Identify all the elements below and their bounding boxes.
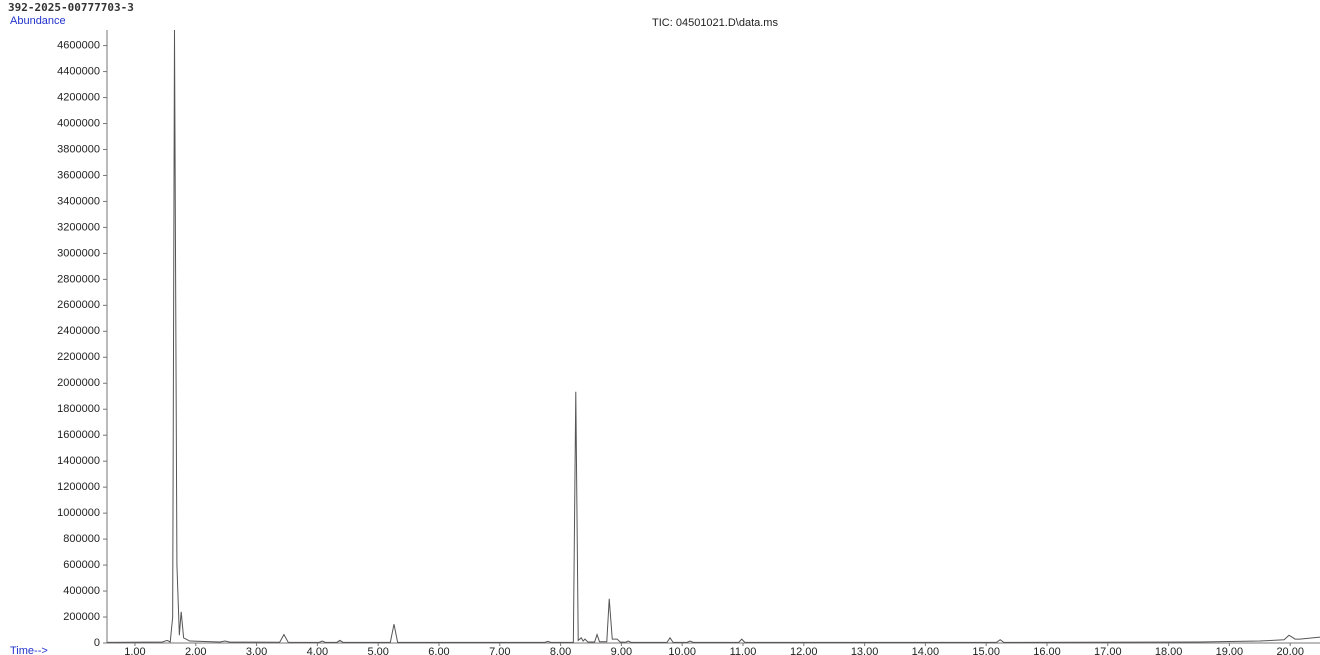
x-tick-label: 12.00	[790, 646, 818, 655]
y-tick-label: 2800000	[57, 273, 100, 285]
x-tick-label: 4.00	[307, 646, 328, 655]
y-tick-label: 4400000	[57, 65, 100, 77]
x-tick-label: 5.00	[367, 646, 388, 655]
y-tick-label: 2600000	[57, 299, 100, 311]
x-tick-label: 19.00	[1216, 646, 1244, 655]
y-tick-label: 3600000	[57, 169, 100, 181]
y-tick-label: 800000	[63, 533, 100, 545]
x-axis-label: Time-->	[10, 645, 48, 655]
y-tick-label: 2400000	[57, 325, 100, 337]
x-tick-label: 6.00	[428, 646, 449, 655]
x-tick-label: 16.00	[1033, 646, 1061, 655]
y-tick-label: 4000000	[57, 117, 100, 129]
x-tick-label: 18.00	[1155, 646, 1183, 655]
y-tick-label: 0	[94, 637, 100, 649]
y-tick-label: 3400000	[57, 195, 100, 207]
y-tick-label: 4200000	[57, 91, 100, 103]
x-tick-label: 13.00	[851, 646, 879, 655]
x-tick-label: 1.00	[124, 646, 145, 655]
y-tick-label: 1400000	[57, 455, 100, 467]
x-tick-label: 8.00	[550, 646, 571, 655]
y-tick-label: 1800000	[57, 403, 100, 415]
x-tick-label: 14.00	[912, 646, 940, 655]
y-tick-label: 200000	[63, 611, 100, 623]
trace	[106, 29, 1320, 643]
x-tick-label: 9.00	[611, 646, 632, 655]
y-tick-label: 2000000	[57, 377, 100, 389]
y-axis-label: Abundance	[10, 15, 66, 27]
x-tick-label: 17.00	[1094, 646, 1122, 655]
y-tick-label: 1200000	[57, 481, 100, 493]
y-tick-label: 3200000	[57, 221, 100, 233]
y-tick-label: 600000	[63, 559, 100, 571]
sample-id: 392-2025-00777703-3	[8, 1, 134, 14]
y-tick-label: 2200000	[57, 351, 100, 363]
x-tick-label: 7.00	[489, 646, 510, 655]
x-tick-label: 11.00	[730, 646, 757, 655]
y-tick-label: 1600000	[57, 429, 100, 441]
y-tick-label: 3800000	[57, 143, 100, 155]
y-tick-label: 1000000	[57, 507, 100, 519]
x-tick-label: 10.00	[668, 646, 696, 655]
x-tick-label: 3.00	[246, 646, 267, 655]
x-tick-label: 2.00	[185, 646, 206, 655]
x-tick-label: 20.00	[1276, 646, 1304, 655]
y-tick-label: 3000000	[57, 247, 100, 259]
x-tick-label: 15.00	[972, 646, 1000, 655]
y-tick-label: 400000	[63, 585, 100, 597]
y-tick-label: 4600000	[57, 39, 100, 51]
chart-title: TIC: 04501021.D\data.ms	[652, 17, 778, 29]
